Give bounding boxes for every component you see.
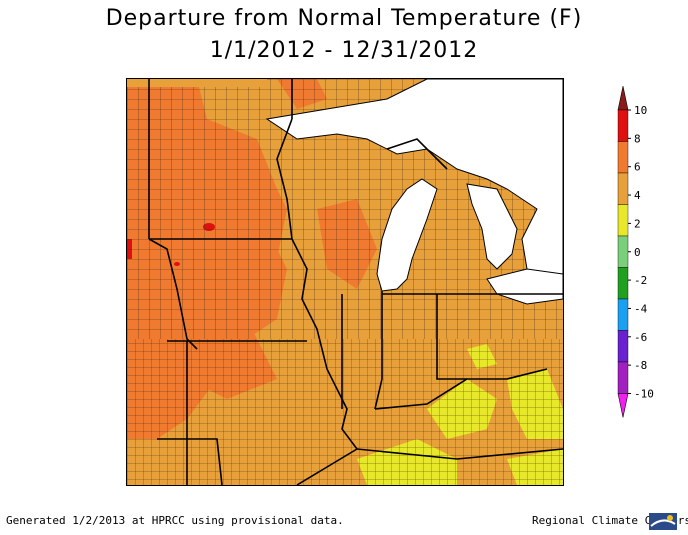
canada-region xyxy=(127,79,267,87)
legend-color-block xyxy=(617,298,629,331)
legend-color-block xyxy=(617,235,629,268)
great-lakes-water xyxy=(265,79,563,305)
legend-tick-label: 8 xyxy=(634,132,641,145)
legend-tick-label: 6 xyxy=(634,161,641,174)
legend-tick-label: 4 xyxy=(634,189,641,202)
legend-tick-label: -10 xyxy=(634,388,654,401)
legend-tick-label: -4 xyxy=(634,302,648,315)
legend-tick-label: -6 xyxy=(634,331,647,344)
legend-tick-label: -2 xyxy=(634,274,647,287)
rcc-logo-icon xyxy=(648,510,678,531)
temperature-departure-map xyxy=(126,78,564,486)
legend-color-block xyxy=(617,172,629,205)
legend-color-block xyxy=(617,267,629,300)
legend-tick-label: 2 xyxy=(634,217,641,230)
legend-color-block xyxy=(617,204,629,237)
legend-tick-label: -8 xyxy=(634,359,647,372)
legend-color-block xyxy=(617,141,629,174)
legend-color-block xyxy=(617,109,629,142)
legend-tick-label: 10 xyxy=(634,104,647,117)
legend-arrow-bottom xyxy=(617,393,629,418)
county-grid-south xyxy=(127,339,563,485)
legend-color-block xyxy=(617,330,629,363)
legend-color-block xyxy=(617,361,629,394)
map-date-range: 1/1/2012 - 12/31/2012 xyxy=(209,38,479,63)
color-scale-legend: 10 8 6 4 2 0 -2 -4 -6 -8 -10 xyxy=(610,78,688,468)
map-title: Departure from Normal Temperature (F) xyxy=(105,6,583,31)
legend-tick-label: 0 xyxy=(634,246,641,259)
legend-arrow-top xyxy=(617,85,629,111)
generation-note: Generated 1/2/2013 at HPRCC using provis… xyxy=(6,514,344,527)
state-boundaries xyxy=(148,79,563,485)
